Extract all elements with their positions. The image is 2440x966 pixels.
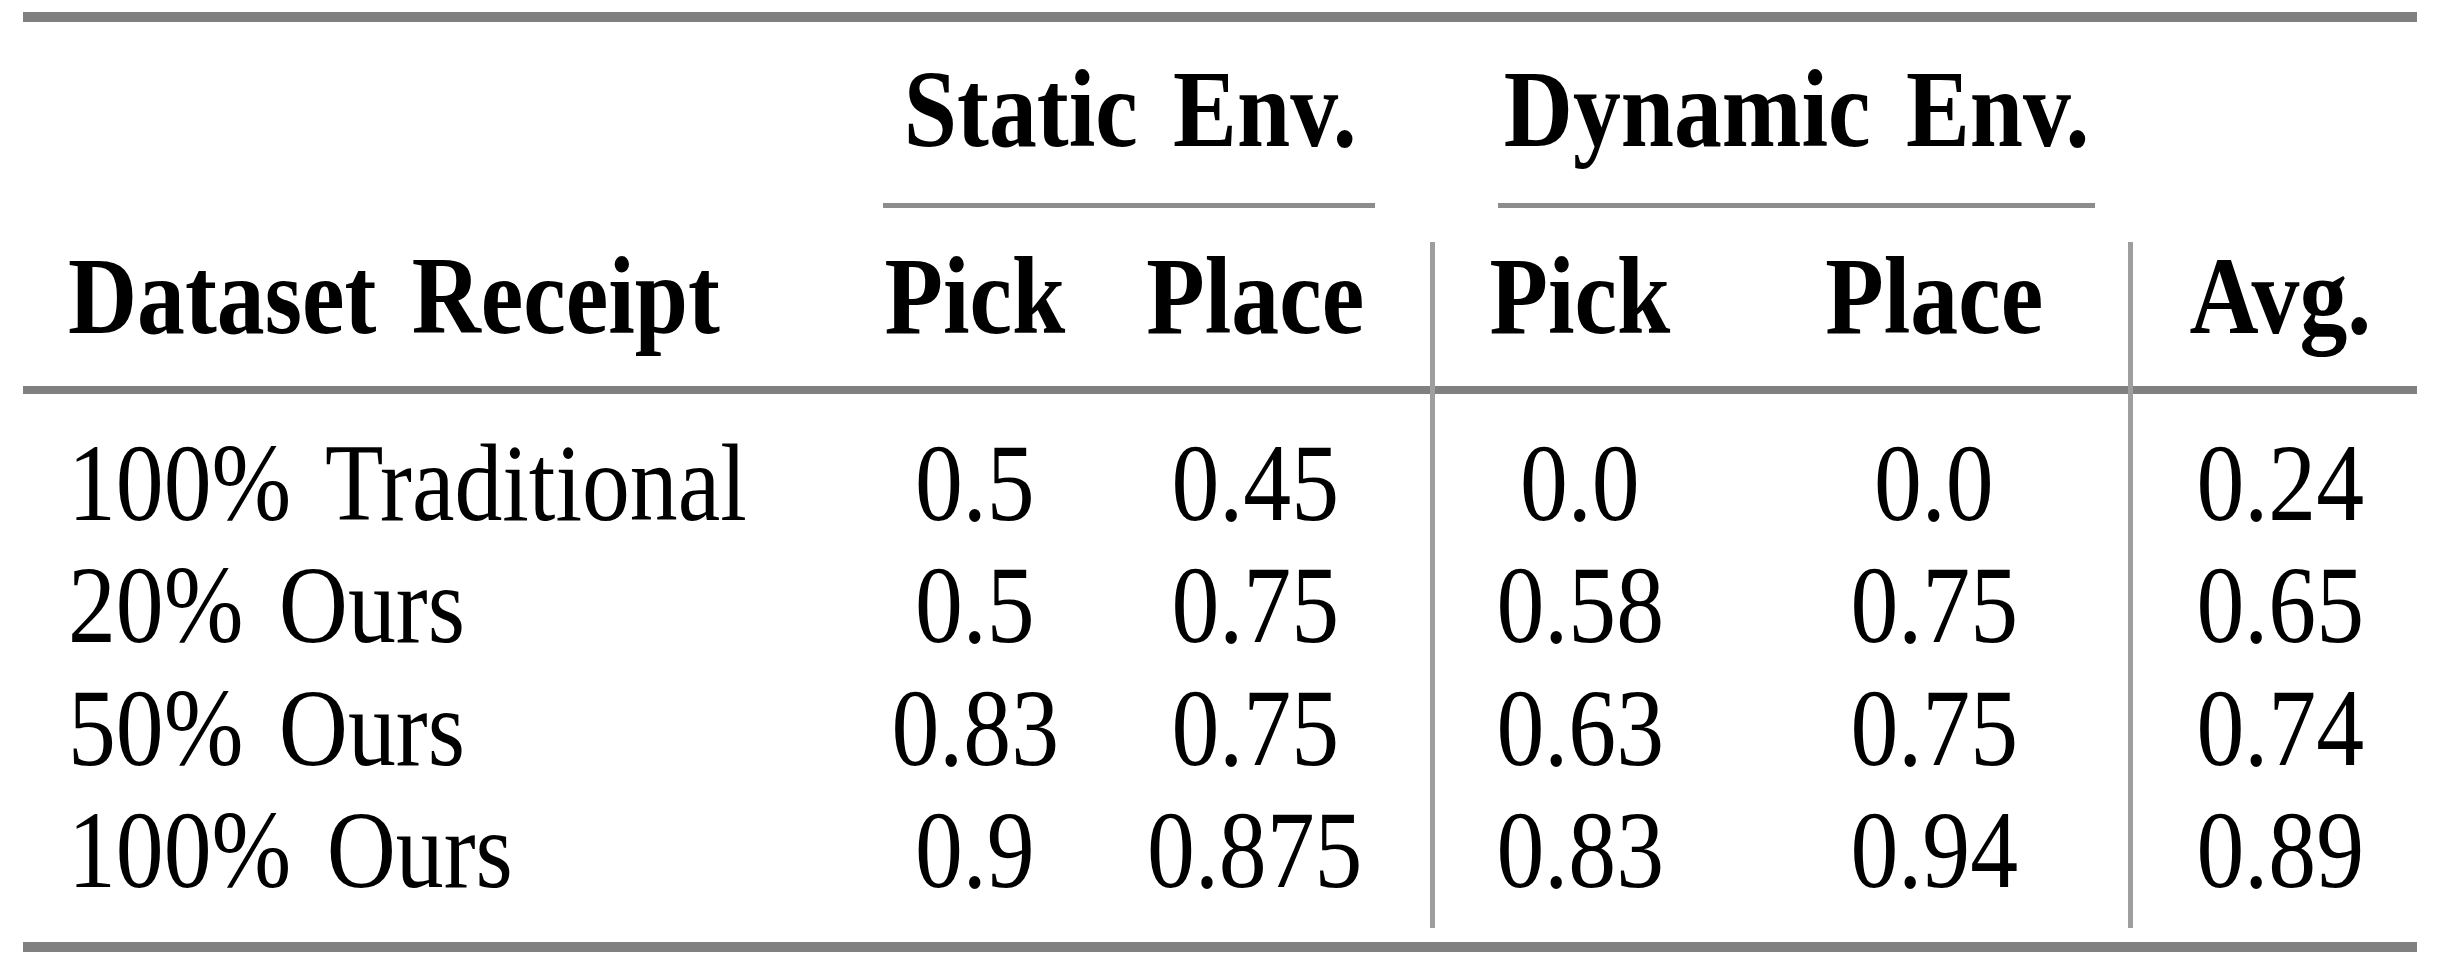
mid-rule [23,386,2417,394]
group-header-row: Static Env. Dynamic Env. [0,48,2440,170]
table-row: 100% Ours 0.9 0.875 0.83 0.94 0.89 [0,789,2440,911]
table-cell: 0.83 [1460,789,1700,911]
column-header-static-place: Place [1105,235,1405,357]
table-cell: 0.24 [2160,422,2400,544]
top-rule [23,12,2417,22]
table-row: 20% Ours 0.5 0.75 0.58 0.75 0.65 [0,544,2440,666]
row-label: 100% Ours [68,789,868,911]
group-header-static-env-label: Static Env. [904,48,1357,170]
table-cell: 0.63 [1460,667,1700,789]
column-header-row: Dataset Receipt Pick Place Pick Place Av… [0,235,2440,357]
table-cell: 0.89 [2160,789,2400,911]
table-cell: 0.75 [1105,544,1405,666]
table-cell: 0.74 [2160,667,2400,789]
table-row: 50% Ours 0.83 0.75 0.63 0.75 0.74 [0,667,2440,789]
table-cell: 0.75 [1784,544,2084,666]
column-header-static-pick: Pick [855,235,1095,357]
group-header-dynamic-env-label: Dynamic Env. [1504,48,2090,170]
table-cell: 0.94 [1784,789,2084,911]
column-header-dynamic-pick: Pick [1460,235,1700,357]
table-cell: 0.75 [1105,667,1405,789]
bottom-rule [23,942,2417,952]
column-header-dataset: Dataset Receipt [68,235,868,357]
cmidrule-dynamic [1498,203,2095,208]
row-label: 50% Ours [68,667,868,789]
row-label: 20% Ours [68,544,868,666]
column-header-dynamic-place: Place [1784,235,2084,357]
table-cell: 0.0 [1784,422,2084,544]
table-cell: 0.5 [855,544,1095,666]
table-cell: 0.83 [855,667,1095,789]
table-cell: 0.58 [1460,544,1700,666]
table-row: 100% Traditional 0.5 0.45 0.0 0.0 0.24 [0,422,2440,544]
table-cell: 0.875 [1105,789,1405,911]
paper-table: Static Env. Dynamic Env. Dataset Receipt… [0,0,2440,966]
table-cell: 0.45 [1105,422,1405,544]
row-label: 100% Traditional [68,422,868,544]
table-cell: 0.0 [1460,422,1700,544]
table-cell: 0.9 [855,789,1095,911]
column-header-avg: Avg. [2160,235,2400,357]
group-header-static-env: Static Env. [855,48,1405,170]
table-cell: 0.75 [1784,667,2084,789]
cmidrule-static [883,203,1375,208]
table-cell: 0.5 [855,422,1095,544]
group-header-dynamic-env: Dynamic Env. [1460,48,2132,170]
table-cell: 0.65 [2160,544,2400,666]
